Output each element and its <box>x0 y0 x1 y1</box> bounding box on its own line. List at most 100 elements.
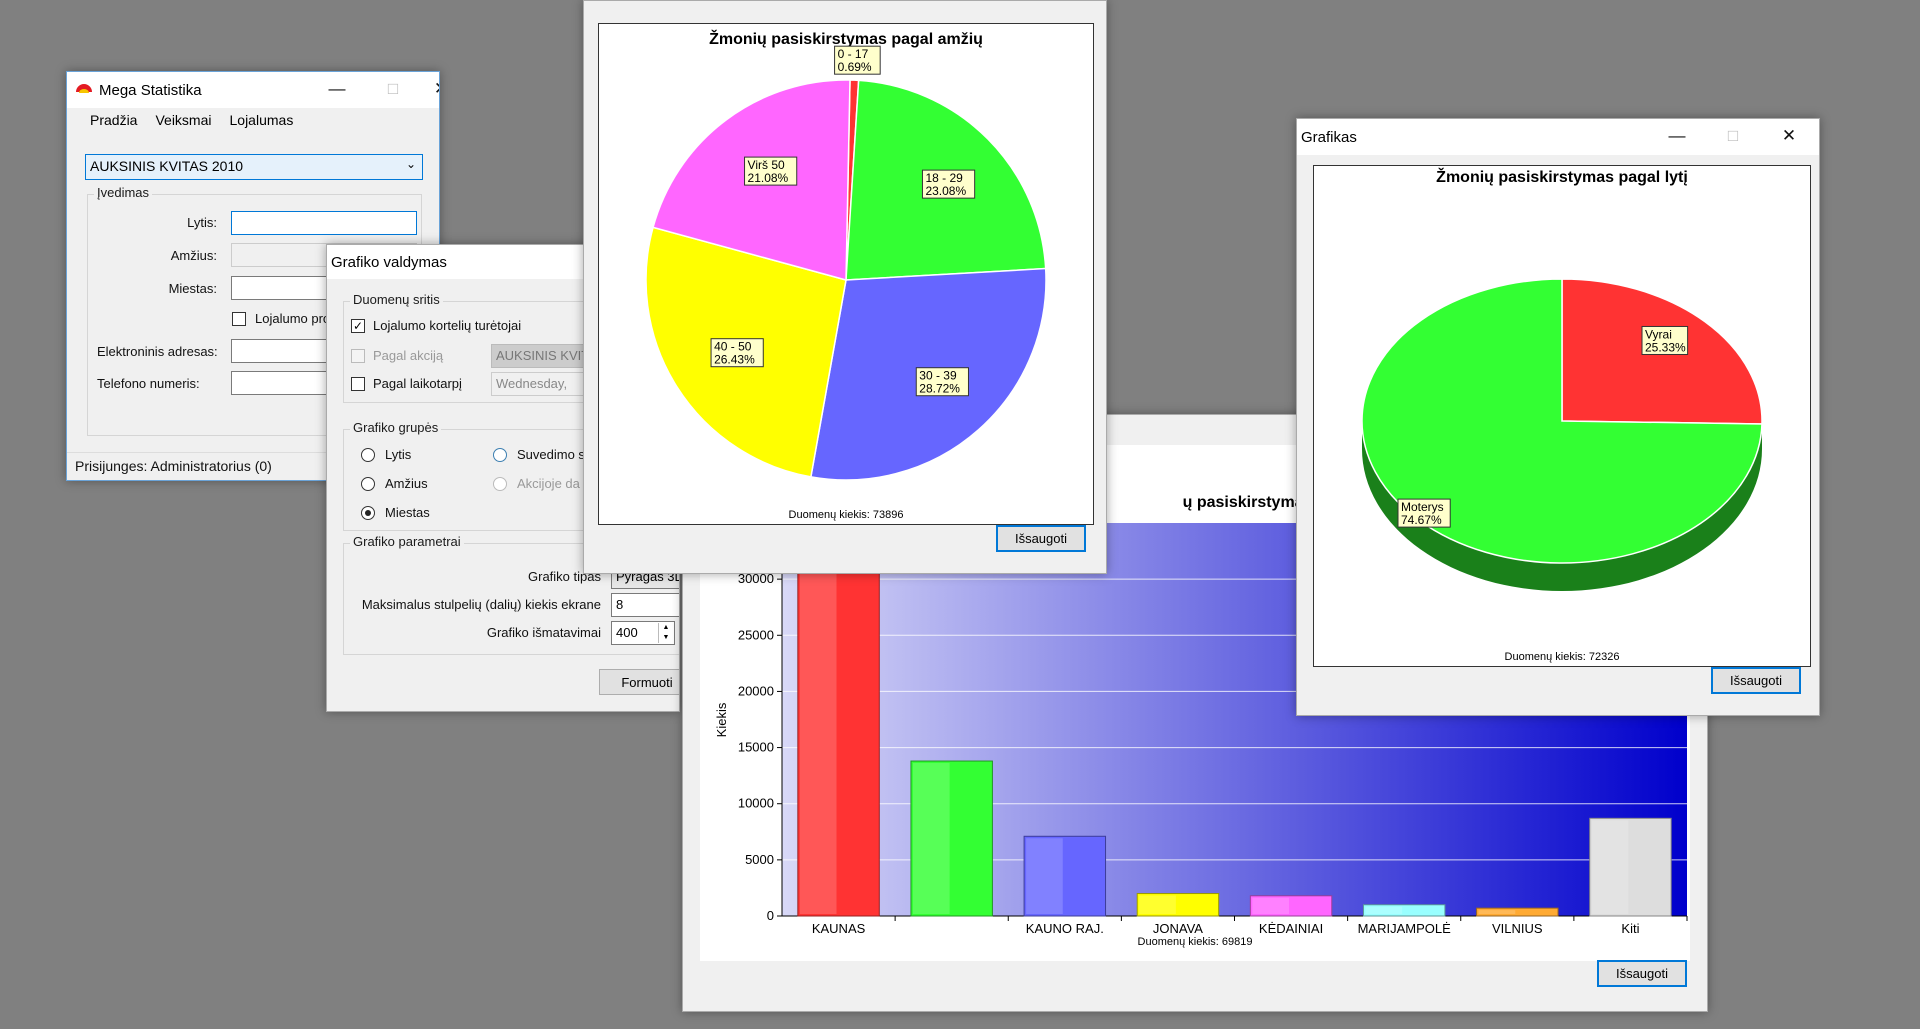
radio-age-label: Amžius <box>385 476 428 491</box>
main-window-title: Mega Statistika <box>99 81 202 99</box>
menu-item-lojalumas[interactable]: Lojalumas <box>229 112 294 128</box>
gender-slice-0-box <box>1641 325 1689 355</box>
max-bars-input[interactable]: 8 <box>611 593 679 617</box>
gender-label: Lytis: <box>187 215 217 230</box>
menu-item-veiksmai[interactable]: Veiksmai <box>155 112 212 128</box>
loyalty-cards-label: Lojalumo kortelių turėtojai <box>373 318 522 333</box>
radio-city-label: Miestas <box>385 505 430 520</box>
chart-params-groupbox: Grafiko parametrai <box>343 534 679 655</box>
age-chart-window: Žmonių pasiskirstymas pagal amžių 0 - 17 0… <box>583 0 1107 574</box>
city-bar-highlight-4 <box>1252 897 1289 914</box>
size-value: 400 <box>616 625 638 640</box>
city-xtick-label-4: KĖDAINIAI <box>1259 921 1323 936</box>
control-window-title: Grafiko valdymas <box>331 253 447 271</box>
by-period-label: Pagal laikotarpį <box>373 376 462 391</box>
chart-groups-title: Grafiko grupės <box>350 420 442 435</box>
gender-slice-0-label: Vyrai <box>1645 327 1672 341</box>
campaign-combo-value: AUKSINIS KVIT <box>496 348 590 363</box>
age-save-button[interactable]: Išsaugoti <box>996 525 1086 552</box>
city-bar-5 <box>1362 904 1446 917</box>
radio-campaign[interactable] <box>493 477 507 491</box>
age-chart-area: Žmonių pasiskirstymas pagal amžių 0 - 17 0… <box>598 23 1094 525</box>
gender-save-button[interactable]: Išsaugoti <box>1711 667 1801 694</box>
gender-pie-side <box>1362 421 1762 591</box>
chevron-down-icon: ⌄ <box>405 157 416 171</box>
radio-summary-label: Suvedimo s <box>517 447 585 462</box>
status-bar: Prisijunges: Administratorius (0) <box>67 452 439 479</box>
main-titlebar: Mega Statistika — □ ✕ <box>67 72 439 108</box>
city-bar-highlight-1 <box>912 763 950 914</box>
age-slice-2-label: 30 - 39 <box>919 369 957 383</box>
size-label: Grafiko išmatavimai <box>486 625 601 640</box>
generate-button-label: Formuoti <box>621 674 673 690</box>
age-slice-3-label: 40 - 50 <box>714 340 752 354</box>
gender-slice-1-value: 74.67% <box>1401 513 1442 527</box>
city-chart-footer: Duomenų kiekis: 69819 <box>1138 936 1253 948</box>
menu-item-pradzia[interactable]: Pradžia <box>90 112 138 128</box>
gender-maximize-button[interactable]: □ <box>1727 126 1739 145</box>
age-chart-footer: Duomenų kiekis: 73896 <box>789 509 904 521</box>
age-slice-1-value: 23.08% <box>925 184 966 198</box>
age-slice-3-box <box>710 338 764 368</box>
gender-input[interactable] <box>231 211 417 235</box>
max-bars-value: 8 <box>616 597 624 612</box>
city-save-button[interactable]: Išsaugoti <box>1597 960 1687 987</box>
city-bar-highlight-3 <box>1139 895 1176 914</box>
gender-save-button-label: Išsaugoti <box>1729 673 1783 688</box>
chart-type-label: Grafiko tipas <box>528 569 601 584</box>
gender-chart-window: Grafikas — □ ✕ Žmonių pasiskirstymas pag… <box>1296 118 1820 716</box>
loyalty-cards-checkbox[interactable]: ✓ <box>351 319 365 333</box>
size-spinner[interactable]: 400 ▲ ▼ <box>611 621 675 645</box>
radio-city-selected-dot <box>365 510 371 516</box>
city-bar-1 <box>910 760 993 917</box>
by-campaign-checkbox[interactable] <box>351 349 365 363</box>
menu-bar: Pradžia Veiksmai Lojalumas <box>81 112 302 134</box>
city-bar-highlight-5 <box>1365 906 1403 914</box>
city-ytick-label-4: 20000 <box>738 683 774 698</box>
loyalty-checkbox[interactable] <box>232 312 246 326</box>
city-xtick-label-6: VILNIUS <box>1492 921 1543 936</box>
city-ytick-label-6: 30000 <box>738 571 774 586</box>
gender-slice-0-value: 25.33% <box>1645 340 1686 354</box>
gender-window-title: Grafikas <box>1301 128 1357 146</box>
age-slice-1-label: 18 - 29 <box>925 171 963 185</box>
radio-gender-label: Lytis <box>385 447 412 462</box>
by-campaign-label: Pagal akciją <box>373 348 444 363</box>
radio-summary[interactable] <box>493 448 507 462</box>
age-slice-2-value: 28.72% <box>919 382 960 396</box>
gender-chart-title: Žmonių pasiskirstymas pagal lytį <box>1436 167 1688 186</box>
city-save-button-label: Išsaugoti <box>1615 966 1669 981</box>
city-xtick-label-7: Kiti <box>1621 921 1639 936</box>
city-bar-6 <box>1476 907 1559 917</box>
age-slice-0-box <box>834 45 881 75</box>
radio-gender[interactable] <box>361 448 375 462</box>
generate-button[interactable]: Formuoti <box>599 669 679 695</box>
city-xtick-label-3: JONAVA <box>1153 921 1203 936</box>
city-xtick-label-5: MARIJAMPOLĖ <box>1358 921 1452 936</box>
close-button[interactable]: ✕ <box>413 72 439 106</box>
age-chart-title: Žmonių pasiskirstymas pagal amžių <box>709 29 983 48</box>
city-bar-highlight-2 <box>1026 838 1063 914</box>
minimize-button[interactable]: — <box>328 79 346 98</box>
age-slice-0-label: 0 - 17 <box>838 47 869 61</box>
gender-pie-chart: Žmonių pasiskirstymas pagal lytį Vyrai25.… <box>1361 167 1763 663</box>
spinner-arrows-icon[interactable]: ▲ ▼ <box>658 623 673 643</box>
campaign-select-value: AUKSINIS KVITAS 2010 <box>90 158 244 174</box>
city-bar-3 <box>1136 893 1220 917</box>
city-ytick-label-2: 10000 <box>738 796 774 811</box>
radio-age[interactable] <box>361 477 375 491</box>
gender-slice-1-box <box>1397 498 1451 528</box>
campaign-select[interactable]: AUKSINIS KVITAS 2010 ⌄ <box>85 154 423 180</box>
gender-slice-1-label: Moterys <box>1401 500 1444 514</box>
gender-minimize-button[interactable]: — <box>1668 126 1686 145</box>
data-area-group-title: Duomenų sritis <box>350 292 443 307</box>
by-period-checkbox[interactable] <box>351 377 365 391</box>
city-xtick-label-0: KAUNAS <box>812 921 866 936</box>
maximize-button[interactable]: □ <box>387 79 399 98</box>
radio-city[interactable] <box>361 506 375 520</box>
gender-close-button[interactable]: ✕ <box>1781 126 1797 145</box>
age-slice-1-box <box>921 169 976 199</box>
age-slice-2-box <box>915 367 969 397</box>
age-save-button-label: Išsaugoti <box>1014 531 1068 546</box>
